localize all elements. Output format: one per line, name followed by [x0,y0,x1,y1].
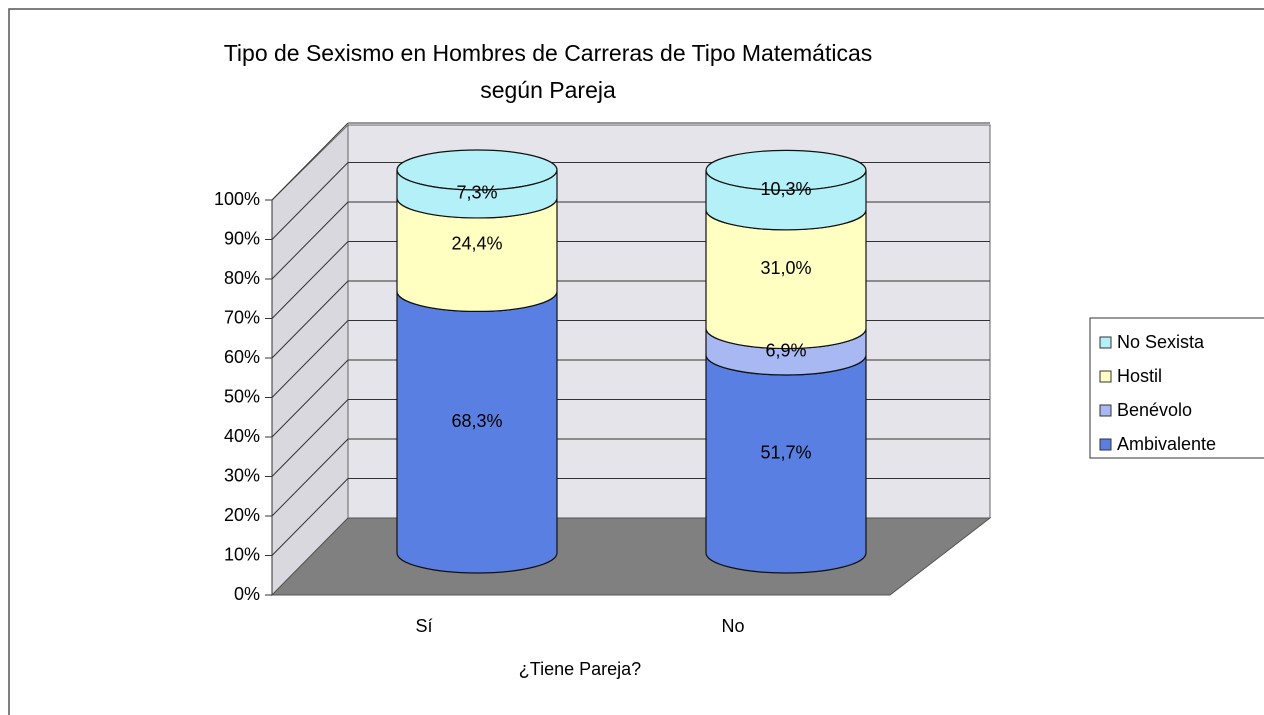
chart-title: según Pareja [480,77,616,103]
legend-swatch [1099,370,1112,383]
legend-label: Ambivalente [1117,434,1216,454]
floor [270,517,992,596]
grid-line [271,359,349,438]
cylinder-segment [705,354,867,574]
cylinder-segment [705,209,867,350]
grid-line [271,201,349,280]
y-tick-label: 40% [224,426,260,446]
data-label: 51,7% [760,443,811,463]
cylinder-segment [396,169,558,219]
y-tick-label: 20% [224,505,260,525]
grid-line [271,478,349,556]
y-tick-label: 10% [224,544,260,564]
grid-line [271,162,349,240]
grid-line [271,241,349,319]
cylinder-segment [705,170,867,231]
legend-label: Hostil [1117,366,1162,386]
grid-line [271,399,349,477]
x-tick-label: No [721,616,744,636]
legend-label: Benévolo [1117,400,1192,420]
legend-swatch [1099,336,1112,349]
y-tick-label: 70% [224,307,260,327]
y-tick-label: 50% [224,386,260,406]
x-tick-label: Sí [415,616,432,636]
side-wall [271,123,349,597]
y-tick-label: 80% [224,268,260,288]
y-tick-label: 0% [234,584,260,604]
y-tick-label: 100% [214,189,260,209]
data-label: 31,0% [760,258,811,278]
data-label: 24,4% [451,233,502,253]
y-tick-label: 30% [224,465,260,485]
data-label: 7,3% [456,183,497,203]
grid-line [271,122,349,201]
grid-line [271,438,349,517]
cylinder-segment [396,291,558,574]
y-tick-label: 60% [224,347,260,367]
grid-line [271,320,349,398]
y-tick-label: 90% [224,228,260,248]
data-label: 6,9% [765,341,806,361]
legend-swatch [1099,438,1112,451]
legend-box [1089,317,1264,459]
grid-line [271,280,349,359]
x-axis-label: ¿Tiene Pareja? [519,659,641,679]
legend-swatch [1099,404,1112,417]
chart-title: Tipo de Sexismo en Hombres de Carreras d… [224,40,873,66]
data-label: 68,3% [451,411,502,431]
legend-label: No Sexista [1117,332,1205,352]
data-label: 10,3% [760,179,811,199]
